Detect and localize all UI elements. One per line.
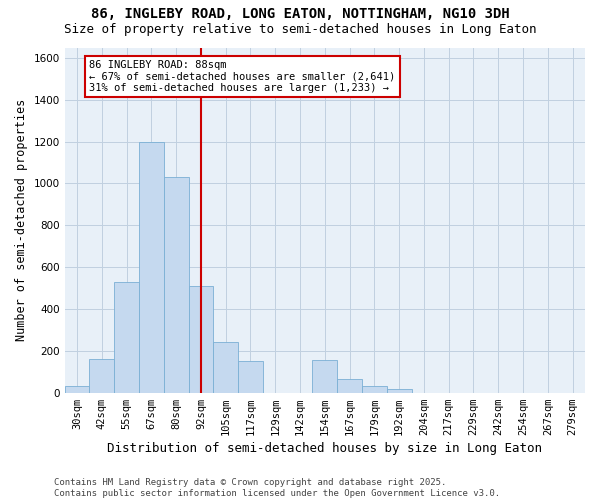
Bar xyxy=(139,142,164,392)
Bar xyxy=(387,388,412,392)
Bar xyxy=(164,177,188,392)
Bar xyxy=(214,342,238,392)
Bar xyxy=(362,386,387,392)
Bar xyxy=(188,286,214,393)
Text: Size of property relative to semi-detached houses in Long Eaton: Size of property relative to semi-detach… xyxy=(64,22,536,36)
Text: 86 INGLEBY ROAD: 88sqm
← 67% of semi-detached houses are smaller (2,641)
31% of : 86 INGLEBY ROAD: 88sqm ← 67% of semi-det… xyxy=(89,60,395,94)
Bar xyxy=(313,360,337,392)
Text: 86, INGLEBY ROAD, LONG EATON, NOTTINGHAM, NG10 3DH: 86, INGLEBY ROAD, LONG EATON, NOTTINGHAM… xyxy=(91,8,509,22)
X-axis label: Distribution of semi-detached houses by size in Long Eaton: Distribution of semi-detached houses by … xyxy=(107,442,542,455)
Text: Contains HM Land Registry data © Crown copyright and database right 2025.
Contai: Contains HM Land Registry data © Crown c… xyxy=(54,478,500,498)
Bar xyxy=(114,282,139,393)
Bar xyxy=(238,362,263,392)
Bar xyxy=(89,359,114,392)
Bar xyxy=(65,386,89,392)
Y-axis label: Number of semi-detached properties: Number of semi-detached properties xyxy=(15,99,28,341)
Bar xyxy=(337,379,362,392)
